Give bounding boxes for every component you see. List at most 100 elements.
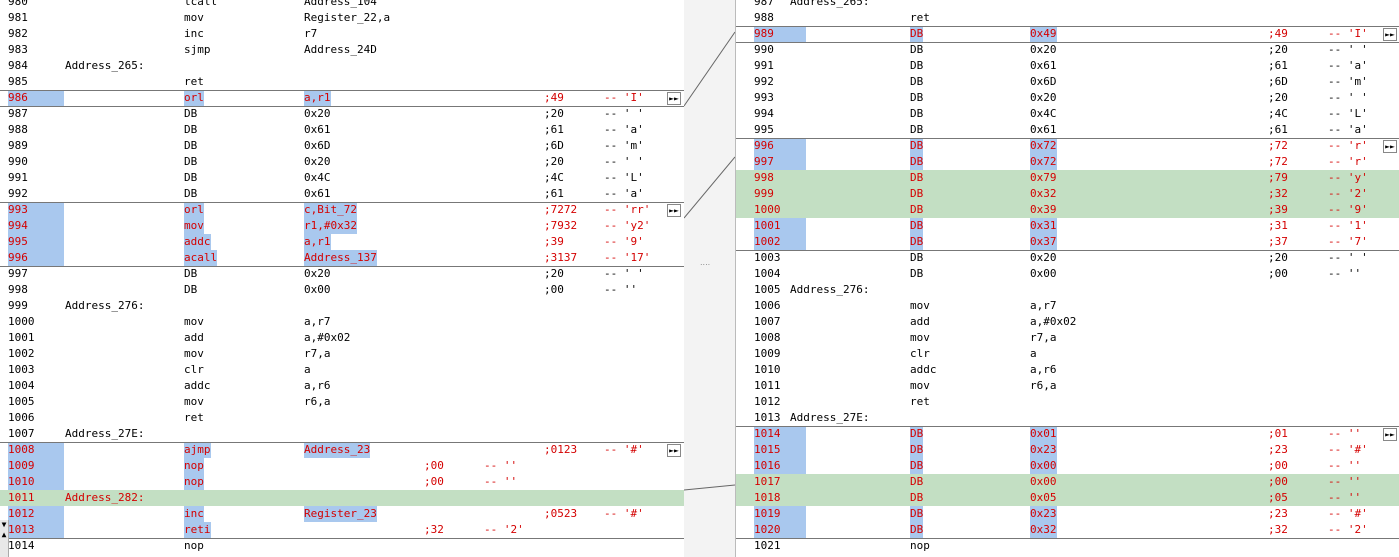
code-line[interactable]: 1008 ajmp Address_23 ;0123 -- '#' [0,442,684,458]
operand: Register_22,a [304,11,391,24]
code-line[interactable]: 998 DB 0x00 ;00 -- '' [0,282,684,298]
code-line[interactable]: 1005 mov r6,a [0,394,684,410]
code-line[interactable]: 995 DB 0x61 ;61 -- 'a' [736,122,1399,138]
code-line[interactable]: 998 DB 0x79 ;79 -- 'y' [736,170,1399,186]
code-line[interactable]: 988 DB 0x61 ;61 -- 'a' [0,122,684,138]
code-line[interactable]: 999 DB 0x32 ;32 -- '2' [736,186,1399,202]
code-line[interactable]: 997 DB 0x20 ;20 -- ' ' [0,266,684,282]
code-line[interactable]: 1002 mov r7,a [0,346,684,362]
code-line[interactable]: 990 DB 0x20 ;20 -- ' ' [736,42,1399,58]
code-line[interactable]: 1011 mov r6,a [736,378,1399,394]
code-line[interactable]: 992 DB 0x61 ;61 -- 'a' [0,186,684,202]
code-line[interactable]: 999 Address_276: [0,298,684,314]
code-line[interactable]: 1013 reti ;32 -- '2' [0,522,684,538]
code-line[interactable]: 1016 DB 0x00 ;00 -- '' [736,458,1399,474]
mnemonic: mov [184,347,204,360]
code-line[interactable]: 1014 nop [0,538,684,554]
line-number: 1017 [754,475,781,488]
code-line[interactable]: 994 DB 0x4C ;4C -- 'L' [736,106,1399,122]
code-line[interactable]: 1000 mov a,r7 [0,314,684,330]
char-comment: -- ' ' [604,155,644,168]
operand: 0x37 [1030,234,1057,250]
code-line[interactable]: 1009 clr a [736,346,1399,362]
line-number: 987 [8,107,28,120]
operand: 0x00 [304,283,331,296]
code-line[interactable]: 1020 DB 0x32 ;32 -- '2' [736,522,1399,538]
code-line[interactable]: 1003 DB 0x20 ;20 -- ' ' [736,250,1399,266]
code-line[interactable]: 1001 add a,#0x02 [0,330,684,346]
left-vertical-scrollbar[interactable]: ▼ ▲ [0,520,9,557]
code-line[interactable]: 981 mov Register_22,a [0,10,684,26]
code-line[interactable]: 983 sjmp Address_24D [0,42,684,58]
code-line[interactable]: 1012 inc Register_23 ;0523 -- '#' [0,506,684,522]
code-line[interactable]: 994 mov r1,#0x32 ;7932 -- 'y2' [0,218,684,234]
code-line[interactable]: 1021 nop [736,538,1399,554]
label: Address_265: [65,59,145,72]
code-line[interactable]: 986 orl a,r1 ;49 -- 'I' [0,90,684,106]
code-line[interactable]: 1018 DB 0x05 ;05 -- '' [736,490,1399,506]
merge-arrow-icon[interactable]: ►► [667,444,681,457]
code-line[interactable]: 993 orl c,Bit_72 ;7272 -- 'rr' [0,202,684,218]
code-line[interactable]: 989 DB 0x49 ;49 -- 'I' [736,26,1399,42]
code-line[interactable]: 996 acall Address_137 ;3137 -- '17' [0,250,684,266]
code-line[interactable]: 1001 DB 0x31 ;31 -- '1' [736,218,1399,234]
mnemonic: DB [910,506,924,522]
merge-arrow-icon[interactable]: ►► [1383,428,1397,441]
code-line[interactable]: 1015 DB 0x23 ;23 -- '#' [736,442,1399,458]
code-line[interactable]: 1019 DB 0x23 ;23 -- '#' [736,506,1399,522]
merge-arrow-icon[interactable]: ►► [1383,140,1397,153]
char-comment: -- '' [1328,427,1362,440]
line-number: 997 [8,267,28,280]
code-line[interactable]: 985 ret [0,74,684,90]
line-number: 996 [8,250,64,266]
merge-arrow-icon[interactable]: ►► [667,204,681,217]
code-line[interactable]: 991 DB 0x61 ;61 -- 'a' [736,58,1399,74]
code-line[interactable]: 1004 addc a,r6 [0,378,684,394]
code-line[interactable]: 991 DB 0x4C ;4C -- 'L' [0,170,684,186]
hex-comment: ;23 [1268,507,1288,520]
scroll-down-icon[interactable]: ▼ [1,520,7,529]
mnemonic: mov [910,379,930,392]
code-line[interactable]: 995 addc a,r1 ;39 -- '9' [0,234,684,250]
code-line[interactable]: 987 Address_265: [736,0,1399,10]
code-line[interactable]: 1003 clr a [0,362,684,378]
code-line[interactable]: 1006 mov a,r7 [736,298,1399,314]
label: Address_265: [790,0,870,8]
code-line[interactable]: 980 lcall Address_104 [0,0,684,10]
code-line[interactable]: 1013 Address_27E: [736,410,1399,426]
code-line[interactable]: 982 inc r7 [0,26,684,42]
code-line[interactable]: 1002 DB 0x37 ;37 -- '7' [736,234,1399,250]
code-line[interactable]: 1005 Address_276: [736,282,1399,298]
code-line[interactable]: 1017 DB 0x00 ;00 -- '' [736,474,1399,490]
code-line[interactable]: 996 DB 0x72 ;72 -- 'r' [736,138,1399,154]
code-line[interactable]: 1007 Address_27E: [0,426,684,442]
right-compare-pane[interactable]: 987 Address_265: 988 ret 989 DB 0x49 ;49 -- 'I' 9… [735,0,1399,557]
merge-arrow-icon[interactable]: ►► [1383,28,1397,41]
mnemonic: mov [910,331,930,344]
code-line[interactable]: 1008 mov r7,a [736,330,1399,346]
left-compare-pane[interactable]: 980 lcall Address_104 981 mov Register_22,a 98… [0,0,684,557]
code-line[interactable]: 1000 DB 0x39 ;39 -- '9' [736,202,1399,218]
code-line[interactable]: 997 DB 0x72 ;72 -- 'r' [736,154,1399,170]
code-line[interactable]: 990 DB 0x20 ;20 -- ' ' [0,154,684,170]
code-line[interactable]: 992 DB 0x6D ;6D -- 'm' [736,74,1399,90]
code-line[interactable]: 1010 addc a,r6 [736,362,1399,378]
code-line[interactable]: 987 DB 0x20 ;20 -- ' ' [0,106,684,122]
code-line[interactable]: 1006 ret [0,410,684,426]
code-line[interactable]: 1010 nop ;00 -- '' [0,474,684,490]
code-line[interactable]: 1004 DB 0x00 ;00 -- '' [736,266,1399,282]
scroll-up-icon[interactable]: ▲ [1,530,7,539]
code-line[interactable]: 1012 ret [736,394,1399,410]
code-line[interactable]: 989 DB 0x6D ;6D -- 'm' [0,138,684,154]
merge-arrow-icon[interactable]: ►► [667,92,681,105]
code-line[interactable]: 988 ret [736,10,1399,26]
code-line[interactable]: 984 Address_265: [0,58,684,74]
code-line[interactable]: 1009 nop ;00 -- '' [0,458,684,474]
line-number: 1004 [8,379,35,392]
operand: 0x05 [1030,491,1057,504]
code-line[interactable]: 1007 add a,#0x02 [736,314,1399,330]
code-line[interactable]: 1011 Address_282: [0,490,684,506]
code-line[interactable]: 1014 DB 0x01 ;01 -- '' [736,426,1399,442]
code-line[interactable]: 993 DB 0x20 ;20 -- ' ' [736,90,1399,106]
label: Address_27E: [790,411,870,424]
